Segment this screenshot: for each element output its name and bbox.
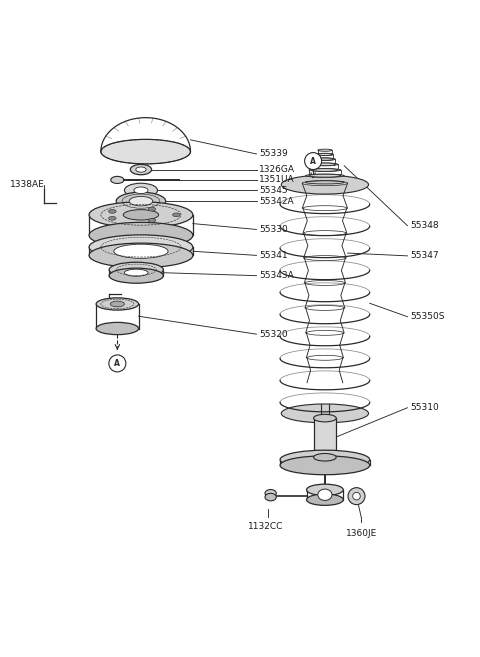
Circle shape <box>305 152 322 170</box>
Ellipse shape <box>306 174 344 177</box>
Ellipse shape <box>318 153 332 156</box>
Ellipse shape <box>134 187 148 194</box>
Ellipse shape <box>318 489 332 501</box>
Text: 1326GA: 1326GA <box>259 165 295 174</box>
Ellipse shape <box>280 456 370 475</box>
Text: 55345: 55345 <box>259 186 288 195</box>
Ellipse shape <box>89 235 193 260</box>
Ellipse shape <box>108 216 116 220</box>
Ellipse shape <box>307 494 343 505</box>
Text: 55347: 55347 <box>410 252 438 260</box>
Text: 55350S: 55350S <box>410 312 444 321</box>
Ellipse shape <box>306 181 344 184</box>
Ellipse shape <box>111 176 124 183</box>
Ellipse shape <box>96 323 139 334</box>
Ellipse shape <box>148 208 156 211</box>
Ellipse shape <box>89 202 193 228</box>
Text: 55348: 55348 <box>410 221 438 230</box>
Text: 55342A: 55342A <box>259 196 293 206</box>
Ellipse shape <box>89 243 193 267</box>
Ellipse shape <box>309 174 341 177</box>
Ellipse shape <box>131 164 152 175</box>
Ellipse shape <box>101 139 191 164</box>
Text: 1132CC: 1132CC <box>248 522 284 531</box>
Text: 1360JE: 1360JE <box>346 529 377 538</box>
Ellipse shape <box>265 493 276 501</box>
Ellipse shape <box>281 175 369 194</box>
Ellipse shape <box>136 167 146 172</box>
Text: 55310: 55310 <box>410 403 439 412</box>
Ellipse shape <box>110 301 124 307</box>
Ellipse shape <box>124 183 157 197</box>
Text: 55339: 55339 <box>259 150 288 158</box>
Text: 55330: 55330 <box>259 225 288 234</box>
Ellipse shape <box>148 219 156 222</box>
Ellipse shape <box>314 163 335 166</box>
Ellipse shape <box>124 269 148 276</box>
Circle shape <box>348 487 365 505</box>
Ellipse shape <box>312 163 338 166</box>
Ellipse shape <box>281 404 369 423</box>
Text: 55341: 55341 <box>259 251 288 260</box>
Ellipse shape <box>116 193 166 210</box>
Ellipse shape <box>313 415 336 422</box>
Ellipse shape <box>129 196 153 206</box>
Text: 55343A: 55343A <box>259 271 294 280</box>
Ellipse shape <box>108 210 116 214</box>
Ellipse shape <box>265 489 276 497</box>
Text: 1338AE: 1338AE <box>10 180 45 189</box>
Ellipse shape <box>313 453 336 461</box>
Ellipse shape <box>312 169 338 171</box>
Ellipse shape <box>89 222 193 248</box>
Ellipse shape <box>307 484 343 495</box>
Ellipse shape <box>114 244 168 258</box>
Ellipse shape <box>96 298 139 310</box>
Ellipse shape <box>109 268 163 283</box>
Ellipse shape <box>309 169 341 171</box>
Circle shape <box>109 355 126 372</box>
Text: A: A <box>114 359 120 368</box>
Ellipse shape <box>318 149 332 151</box>
Text: 1351UA: 1351UA <box>259 175 295 185</box>
Ellipse shape <box>172 213 180 217</box>
Ellipse shape <box>280 450 370 469</box>
Text: A: A <box>310 156 316 166</box>
Text: 55320: 55320 <box>259 330 288 338</box>
Ellipse shape <box>316 153 334 156</box>
Bar <box>313 418 336 457</box>
Ellipse shape <box>316 158 334 160</box>
Ellipse shape <box>109 262 163 277</box>
Ellipse shape <box>123 210 158 220</box>
Ellipse shape <box>314 158 335 160</box>
Circle shape <box>353 492 360 500</box>
